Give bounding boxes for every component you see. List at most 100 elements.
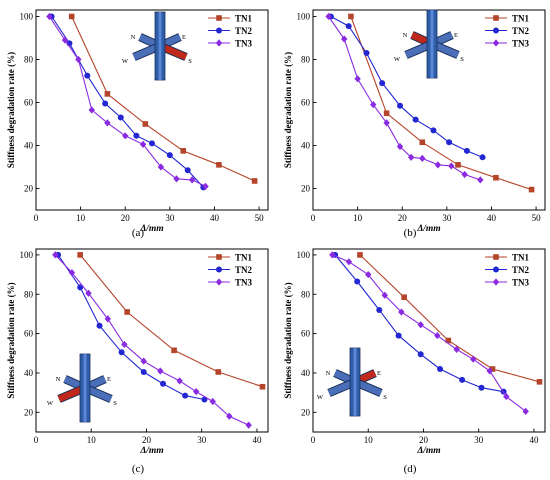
y-tick-label: 100	[20, 250, 34, 260]
direction-label-n: N	[326, 370, 331, 377]
panel-caption: (b)	[404, 227, 417, 239]
x-tick-label: 30	[165, 213, 175, 223]
x-tick-label: 30	[197, 435, 207, 445]
x-tick-label: 20	[121, 213, 131, 223]
legend-marker-tn1	[493, 254, 499, 260]
data-point-tn2	[430, 127, 437, 134]
data-point-tn2	[184, 167, 191, 174]
data-point-tn3	[104, 315, 112, 323]
y-tick-label: 60	[24, 329, 34, 339]
panel-caption: (a)	[132, 227, 145, 239]
data-point-tn2	[149, 140, 155, 147]
legend-label-tn3: TN3	[512, 39, 530, 49]
legend-label-tn2: TN2	[512, 265, 530, 275]
y-tick-label: 40	[24, 368, 34, 378]
data-point-tn3	[157, 367, 164, 375]
legend-marker-tn2	[216, 266, 222, 273]
data-point-tn3	[354, 75, 361, 83]
direction-label-e: E	[107, 376, 111, 383]
y-tick-label: 20	[301, 407, 311, 417]
data-point-tn3	[75, 55, 82, 64]
legend-label-tn2: TN2	[235, 26, 253, 36]
direction-label-e: E	[454, 32, 458, 39]
data-point-tn1	[357, 252, 363, 258]
data-point-tn3	[419, 154, 426, 162]
data-point-tn3	[88, 106, 95, 114]
series-line-tn2	[330, 16, 483, 158]
data-point-tn1	[536, 379, 543, 385]
y-tick-label: 60	[301, 329, 311, 339]
data-point-tn2	[182, 392, 189, 399]
data-point-tn1	[419, 139, 426, 146]
x-tick-label: 30	[442, 213, 452, 223]
data-point-tn2	[102, 100, 109, 107]
y-tick-label: 20	[24, 407, 34, 417]
chart-panel-c: N E W S 0 10 20 30 40 20 40 60 80 100 Δ/mm Stiffness de…	[6, 248, 269, 475]
data-point-tn3	[188, 176, 196, 184]
data-point-tn3	[407, 153, 415, 161]
data-point-tn1	[104, 91, 111, 97]
y-axis-label: Stiffness degradation rate (%)	[6, 282, 16, 398]
data-point-tn3	[469, 355, 477, 363]
joint-sketch: N E W S	[122, 11, 192, 81]
x-tick-label: 40	[252, 435, 262, 445]
series-line-tn2	[51, 16, 204, 188]
data-point-tn2	[395, 332, 402, 339]
x-tick-label: 0	[311, 213, 316, 223]
legend-label-tn1: TN1	[235, 14, 253, 24]
direction-label-w: W	[394, 56, 401, 63]
data-point-tn1	[259, 383, 266, 390]
y-axis-label: Stiffness degradation rate (%)	[283, 282, 293, 398]
data-point-tn3	[477, 176, 484, 184]
series-line-tn2	[57, 254, 205, 401]
data-point-tn1	[124, 309, 130, 315]
data-point-tn2	[397, 102, 403, 109]
data-point-tn2	[446, 139, 453, 146]
data-point-tn2	[437, 366, 444, 373]
panel-caption: (c)	[132, 463, 145, 475]
legend-label-tn3: TN3	[235, 278, 253, 288]
data-point-tn2	[133, 132, 140, 139]
data-point-tn1	[215, 369, 222, 375]
y-tick-label: 40	[301, 368, 311, 378]
joint-sketch: N E W S	[317, 347, 387, 417]
legend-marker-tn3	[215, 278, 223, 286]
legend-label-tn2: TN2	[512, 26, 530, 36]
x-tick-label: 20	[398, 213, 408, 223]
data-point-tn2	[417, 351, 424, 358]
data-point-tn3	[383, 119, 390, 127]
data-point-tn3	[139, 140, 147, 149]
plot-frame	[35, 248, 269, 433]
x-axis-label: Δ/mm	[139, 446, 163, 456]
data-point-tn2	[140, 368, 147, 375]
data-point-tn2	[478, 384, 485, 391]
legend-marker-tn2	[493, 266, 499, 273]
data-point-tn3	[461, 170, 468, 179]
data-point-tn2	[376, 307, 383, 313]
data-point-tn2	[354, 278, 361, 285]
data-point-tn1	[77, 252, 83, 258]
data-point-tn3	[46, 12, 53, 21]
data-point-tn3	[140, 357, 147, 365]
data-point-tn1	[171, 347, 177, 354]
data-point-tn3	[365, 270, 372, 279]
data-point-tn3	[381, 291, 389, 299]
chart-panel-d: N E W S 0 10 20 30 40 20 40 60 80 100 Δ/mm Stiffness de…	[283, 248, 546, 475]
data-point-tn3	[434, 161, 442, 169]
legend-label-tn3: TN3	[512, 278, 530, 288]
data-point-tn3	[122, 132, 129, 140]
data-point-tn3	[68, 269, 76, 277]
data-point-tn2	[84, 72, 91, 79]
data-point-tn3	[61, 36, 69, 44]
x-tick-label: 50	[255, 213, 265, 223]
y-tick-label: 40	[24, 140, 34, 150]
legend-marker-tn1	[493, 15, 499, 21]
data-point-tn3	[52, 251, 59, 259]
data-point-tn1	[489, 366, 496, 372]
data-point-tn3	[417, 321, 424, 329]
y-tick-label: 60	[24, 97, 34, 107]
data-point-tn3	[245, 421, 252, 429]
direction-label-s: S	[113, 400, 117, 407]
data-point-tn1	[383, 110, 390, 117]
